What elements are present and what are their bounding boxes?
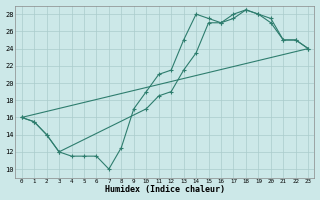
X-axis label: Humidex (Indice chaleur): Humidex (Indice chaleur) [105, 185, 225, 194]
